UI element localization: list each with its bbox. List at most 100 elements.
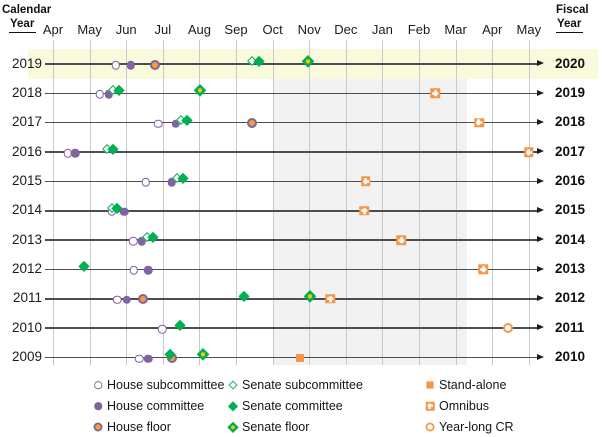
standalone-icon	[424, 380, 435, 391]
legend-label: Senate floor	[242, 420, 310, 434]
fiscal-year-title-line1: Fiscal	[556, 4, 589, 16]
fiscal-year-label: 2019	[555, 84, 586, 100]
yearlong-cr-marker-icon	[425, 422, 434, 432]
senate-subcommittee-marker-icon	[228, 380, 237, 390]
legend-label: House floor	[107, 420, 171, 434]
marker-house-committee	[143, 354, 153, 363]
house-floor-marker-icon	[93, 422, 102, 432]
month-gridline	[345, 40, 347, 365]
marker-omnibus	[474, 117, 484, 128]
calendar-year-axis-title: Calendar Year	[2, 3, 51, 33]
timeline-row-line	[45, 209, 537, 212]
month-label: May	[516, 22, 542, 37]
marker-house-subcommittee	[153, 119, 163, 128]
arrowhead-icon	[537, 206, 544, 213]
legend-item-omnibus: Omnibus	[424, 399, 489, 413]
marker-house-committee	[171, 119, 181, 128]
legend-label: House subcommittee	[107, 378, 225, 392]
marker-house-subcommittee	[95, 90, 105, 99]
senate-committee-icon	[227, 401, 238, 412]
timeline-row-line	[45, 327, 537, 329]
legend-label: Senate subcommittee	[242, 378, 363, 392]
marker-house-subcommittee	[128, 236, 138, 246]
month-gridline	[199, 40, 201, 365]
month-gridline	[162, 40, 164, 365]
month-gridline	[419, 40, 420, 365]
omnibus-marker-icon	[425, 401, 434, 411]
month-gridline	[126, 40, 128, 365]
fiscal-year-label: 2014	[555, 231, 586, 247]
timeline-row-line	[45, 121, 537, 124]
marker-omnibus	[359, 206, 369, 216]
marker-house-committee	[104, 90, 113, 99]
month-label: Jan	[371, 22, 393, 37]
fiscal-year-label: 2010	[555, 349, 586, 364]
marker-standalone	[295, 353, 304, 362]
arrowhead-icon	[537, 60, 544, 67]
arrowhead-icon	[537, 265, 544, 272]
legend-label: House committee	[107, 399, 205, 413]
fiscal-year-label: 2018	[555, 114, 586, 130]
timeline-row-line	[45, 63, 537, 65]
month-label: Jul	[154, 22, 172, 37]
marker-house-subcommittee	[111, 60, 121, 70]
arrowhead-icon	[537, 148, 544, 155]
marker-house-subcommittee	[134, 354, 144, 363]
house-subcommittee-icon	[92, 380, 103, 391]
calendar-year-title-line2: Year	[9, 17, 37, 33]
marker-omnibus	[430, 88, 440, 99]
month-label: May	[77, 22, 102, 37]
house-committee-marker-icon	[93, 402, 102, 410]
month-gridline	[309, 40, 311, 365]
marker-house-floor	[247, 118, 258, 129]
legend-item-standalone: Stand-alone	[424, 378, 506, 392]
legend-item-senate-subcommittee: Senate subcommittee	[227, 378, 363, 392]
calendar-year-label: 2011	[12, 290, 42, 306]
offseason-band	[272, 78, 467, 365]
marker-yearlong-cr	[502, 323, 513, 334]
marker-omnibus	[524, 147, 534, 157]
arrowhead-icon	[537, 295, 544, 301]
month-label: Oct	[262, 22, 283, 37]
month-gridline	[53, 40, 54, 365]
house-floor-icon	[92, 422, 103, 433]
month-label: Feb	[407, 22, 431, 37]
month-gridline	[455, 40, 457, 365]
marker-omnibus	[478, 264, 489, 275]
arrowhead-icon	[537, 89, 544, 96]
month-label: Apr	[42, 22, 64, 37]
marker-house-committee	[71, 148, 80, 158]
marker-house-subcommittee	[157, 324, 167, 334]
legend-item-yearlong-cr: Year-long CR	[424, 420, 514, 434]
marker-house-committee	[143, 266, 153, 275]
marker-house-floor	[138, 294, 149, 305]
calendar-year-label: 2015	[11, 172, 42, 188]
legend-label: Year-long CR	[439, 420, 514, 434]
month-gridline	[492, 40, 494, 365]
marker-house-floor	[150, 59, 161, 70]
arrowhead-icon	[537, 353, 544, 360]
fiscal-year-label: 2011	[555, 319, 585, 335]
calendar-year-label: 2010	[11, 319, 42, 335]
arrowhead-icon	[537, 236, 544, 243]
calendar-year-label: 2017	[11, 114, 42, 130]
senate-floor-marker-icon	[227, 421, 238, 433]
fiscal-year-axis-title: Fiscal Year	[556, 3, 589, 33]
timeline-row-line	[45, 298, 537, 300]
house-subcommittee-marker-icon	[93, 381, 102, 389]
legend-item-house-committee: House committee	[92, 399, 204, 413]
fiscal-year-label: 2012	[555, 290, 586, 306]
legend-item-house-subcommittee: House subcommittee	[92, 378, 224, 392]
marker-house-subcommittee	[141, 178, 151, 187]
month-gridline	[528, 40, 530, 365]
calendar-year-label: 2019	[11, 55, 42, 71]
legend-item-senate-committee: Senate committee	[227, 399, 343, 413]
fiscal-year-label: 2013	[555, 260, 586, 276]
timeline-row-line	[45, 356, 537, 359]
fiscal-year-label: 2017	[555, 143, 586, 159]
month-gridline	[382, 40, 384, 365]
senate-floor-icon	[227, 421, 238, 433]
arrowhead-icon	[537, 177, 544, 184]
calendar-year-label: 2018	[11, 84, 42, 100]
month-label: Dec	[334, 22, 358, 37]
